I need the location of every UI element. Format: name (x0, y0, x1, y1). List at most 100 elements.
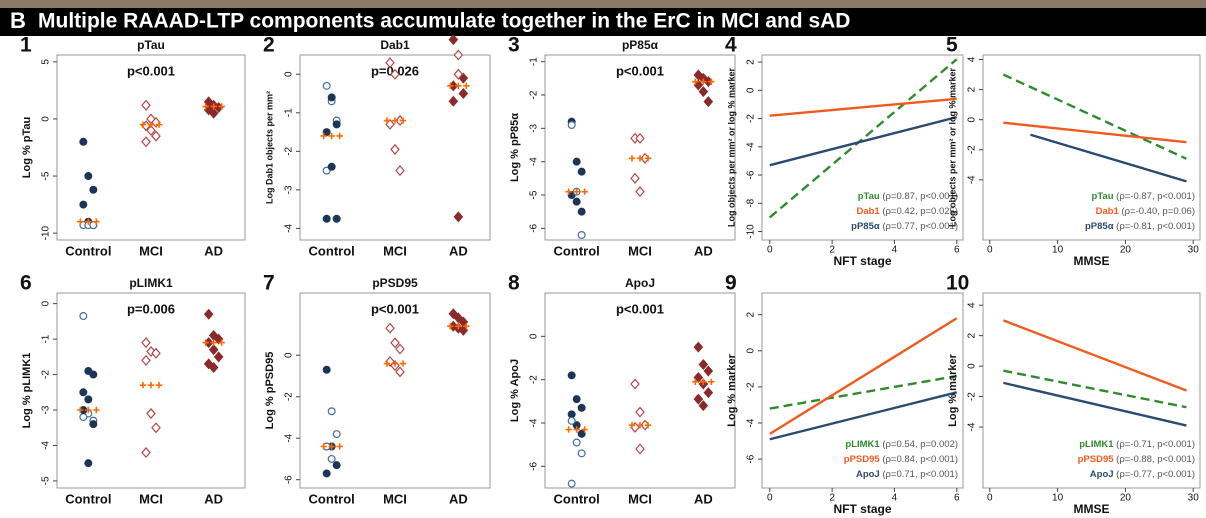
data-point (448, 95, 459, 107)
panel-number: 2 (263, 34, 275, 57)
trend-line (1002, 319, 1187, 392)
panel-number: 7 (263, 272, 275, 295)
x-tick-label: AD (204, 243, 223, 258)
y-axis-label: Log Dab1 objects per mm² (264, 91, 274, 204)
y-tick-label: 0 (41, 116, 52, 122)
data-point (151, 116, 161, 128)
trend-line (1030, 133, 1187, 183)
data-point (84, 172, 93, 181)
y-tick-label: -4 (967, 422, 978, 431)
median-mark (447, 322, 470, 330)
panel-number: 6 (20, 272, 32, 295)
data-point (79, 200, 88, 209)
y-tick-label: -2 (529, 90, 540, 99)
median-mark (139, 381, 163, 389)
x-tick-label: 4 (892, 245, 898, 256)
trend-line (769, 97, 957, 117)
data-point (146, 408, 156, 420)
legend-name: pTau (858, 191, 880, 202)
x-tick-label: 2 (829, 493, 835, 504)
panel-number: 9 (725, 272, 737, 295)
data-point (327, 407, 336, 416)
panel-title: ApoJ (625, 276, 655, 290)
x-tick-label: 20 (1120, 245, 1132, 256)
y-tick-label: -6 (529, 461, 540, 470)
median-mark (202, 339, 225, 346)
median-mark (565, 426, 588, 433)
x-tick-label: AD (449, 243, 468, 258)
panel-number: 1 (20, 34, 32, 57)
x-tick-label: Control (309, 243, 355, 258)
data-point (141, 136, 151, 148)
y-axis-label: Log % pP85α (509, 113, 521, 182)
y-tick-label: -2 (967, 392, 978, 401)
y-tick-label: -2 (746, 114, 757, 123)
data-point (213, 333, 224, 345)
legend-entry: ApoJ (ρ=-0.77, p<0.001) (1090, 469, 1195, 480)
data-point (577, 207, 586, 216)
y-tick-label: -10 (746, 224, 757, 239)
x-tick-label: 6 (954, 245, 960, 256)
legend-name: pP85α (1085, 221, 1114, 232)
median-mark (320, 132, 343, 140)
data-point (635, 443, 645, 455)
y-tick-label: 0 (746, 348, 757, 354)
trend-line (769, 374, 957, 410)
data-point (151, 422, 161, 434)
data-point (635, 406, 645, 418)
panel-title: Dab1 (380, 38, 410, 52)
data-point (89, 185, 98, 194)
legend-stat: (ρ=-0.87, p<0.001) (1116, 191, 1195, 202)
x-tick-label: AD (449, 491, 468, 506)
x-tick-label: MCI (628, 491, 652, 506)
median-mark (202, 103, 225, 110)
data-point (79, 312, 88, 321)
data-point (635, 186, 645, 198)
x-axis-label: NFT stage (833, 254, 891, 268)
header-band (0, 8, 1206, 36)
plot-frame (56, 292, 246, 489)
x-tick-label: Control (554, 243, 600, 258)
y-tick-label: -10 (41, 225, 52, 240)
y-tick-label: 0 (41, 300, 52, 306)
data-point (453, 211, 464, 223)
panel-title: pP85α (622, 38, 659, 52)
x-tick-label: MCI (139, 491, 163, 506)
y-tick-label: -5 (41, 171, 52, 180)
data-point (89, 420, 98, 429)
x-tick-label: Control (554, 491, 600, 506)
legend-name: pTau (1092, 191, 1114, 202)
p-value: p<0.001 (616, 63, 664, 78)
data-point (703, 387, 714, 399)
median-mark (447, 82, 470, 90)
x-tick-label: Control (65, 491, 111, 506)
legend-entry: pLIMK1 (ρ=0.54, p=0.002) (845, 439, 958, 450)
data-point (630, 172, 640, 184)
data-point (395, 343, 405, 355)
data-point (395, 366, 405, 378)
data-point (151, 130, 161, 142)
median-mark (692, 378, 715, 386)
plot-frame (56, 54, 246, 241)
x-tick-label: 30 (1188, 493, 1200, 504)
x-tick-label: AD (694, 243, 713, 258)
x-tick-label: 10 (1052, 245, 1064, 256)
legend-name: pPSD95 (844, 454, 881, 465)
data-point (572, 395, 581, 404)
x-tick-label: 4 (892, 493, 898, 504)
y-tick-label: 0 (967, 363, 978, 369)
data-point (572, 197, 581, 206)
y-tick-label: -4 (284, 224, 295, 233)
data-point (698, 86, 709, 98)
median-mark (628, 421, 652, 429)
legend-stat: (ρ=-0.88, p<0.001) (1116, 454, 1195, 465)
data-point (141, 99, 151, 111)
y-axis-label: Log % pLIMK1 (21, 353, 33, 429)
y-tick-label: 4 (967, 56, 978, 62)
y-tick-label: 5 (41, 59, 52, 65)
y-tick-label: -4 (746, 418, 757, 427)
plot-frame (761, 292, 964, 489)
data-point (141, 354, 151, 366)
y-tick-label: 2 (967, 332, 978, 338)
y-tick-label: 2 (967, 86, 978, 92)
